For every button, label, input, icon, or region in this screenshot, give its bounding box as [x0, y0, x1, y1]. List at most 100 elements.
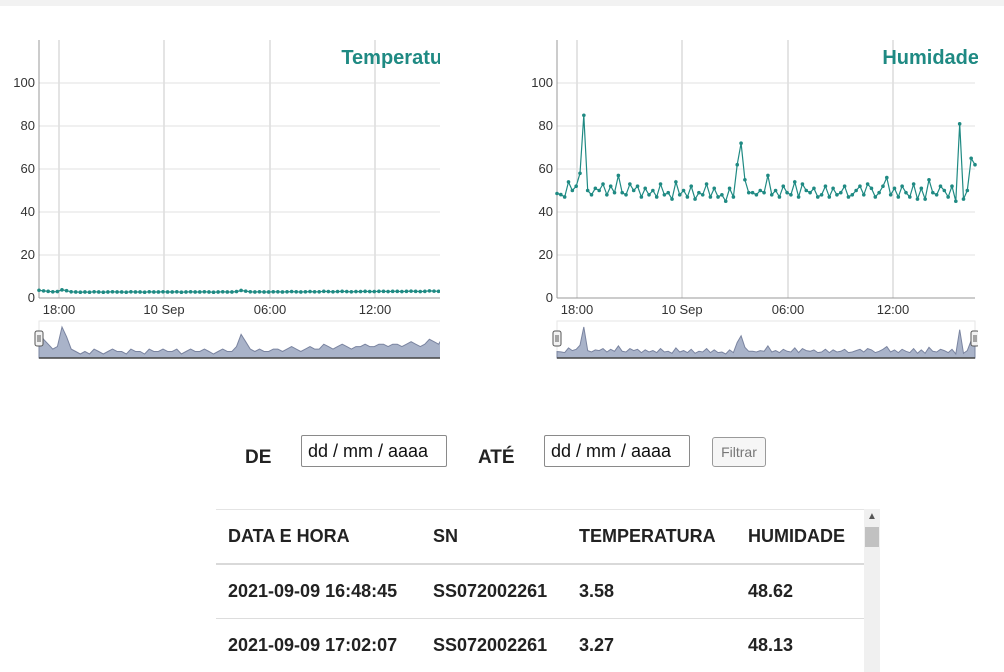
humidity-data-point	[620, 190, 624, 195]
temperature-data-point	[96, 290, 101, 294]
humidity-data-point	[869, 186, 874, 191]
temperature-title: Temperatura	[341, 47, 440, 69]
humidity-data-point	[892, 186, 897, 191]
humidity-data-point	[942, 188, 947, 193]
temperature-data-point	[432, 289, 436, 293]
humidity-data-point	[731, 195, 736, 199]
temperature-data-point	[381, 289, 386, 294]
temperature-data-point	[37, 288, 41, 293]
humidity-data-point	[639, 195, 644, 199]
temperature-data-point	[363, 289, 367, 294]
temperature-data-point	[64, 288, 69, 293]
scrollbar-thumb[interactable]	[865, 527, 879, 547]
temperature-data-point	[101, 290, 106, 294]
temperature-data-point	[188, 289, 193, 294]
filter-button[interactable]: Filtrar	[712, 437, 766, 467]
humidity-data-point	[704, 182, 709, 186]
temperature-data-point	[87, 290, 92, 294]
temperature-x-tick-label: 10 Sep	[143, 302, 184, 317]
humidity-data-point	[796, 195, 801, 199]
from-label: DE	[245, 447, 272, 468]
chevron-up-icon[interactable]: ▲	[867, 511, 877, 522]
temperature-data-point	[41, 289, 46, 293]
to-label: ATÉ	[478, 447, 515, 468]
temperature-data-point	[119, 290, 124, 294]
temperature-chart-svg: 0 20 40 60 80 100 18:00 10 Sep 06:00 12:00 Tempera…	[13, 40, 440, 359]
temperature-data-point	[83, 290, 87, 294]
humidity-data-point	[628, 182, 632, 186]
humidity-data-point	[766, 173, 770, 178]
humidity-data-point	[846, 195, 851, 199]
temperature-data-point	[170, 290, 175, 294]
header-sn[interactable]: SN	[421, 509, 567, 565]
header-date-time[interactable]: DATA E HORA	[216, 509, 421, 565]
temperature-data-point	[280, 290, 285, 294]
humidity-data-point	[605, 193, 609, 197]
humidity-data-point	[815, 195, 820, 199]
humidity-y-tick-label: 40	[539, 204, 553, 219]
humidity-data-point	[908, 195, 912, 199]
humidity-data-point	[915, 197, 920, 201]
humidity-data-point	[677, 193, 682, 197]
humidity-data-point	[835, 193, 839, 197]
temperature-data-point	[321, 289, 326, 294]
humidity-data-point	[900, 184, 904, 188]
temperature-data-point	[377, 289, 381, 294]
temperature-data-point	[404, 289, 409, 294]
temperature-data-point	[436, 289, 440, 294]
humidity-data-point	[681, 188, 686, 193]
humidity-data-point	[819, 193, 824, 197]
humidity-y-tick-label: 60	[539, 161, 553, 176]
temperature-data-point	[207, 290, 211, 294]
humidity-data-point	[723, 199, 728, 204]
temperature-data-point	[138, 290, 142, 294]
humidity-data-point	[654, 195, 659, 199]
humidity-data-point	[720, 193, 724, 197]
temperature-data-point	[152, 290, 156, 294]
humidity-data-point	[950, 184, 954, 188]
temperature-data-point	[395, 289, 400, 294]
cell-sn: SS072002261	[421, 564, 567, 619]
humidity-data-point	[823, 184, 828, 188]
temperature-y-tick-label: 60	[21, 161, 35, 176]
humidity-data-point	[896, 195, 901, 199]
temperature-data-point	[179, 290, 184, 294]
humidity-data-point	[578, 171, 582, 176]
humidity-data-point	[961, 197, 966, 201]
humidity-data-point	[884, 175, 889, 180]
humidity-data-point	[716, 195, 720, 199]
temperature-data-point	[340, 289, 344, 294]
humidity-x-tick-label: 10 Sep	[661, 302, 702, 317]
temperature-data-point	[427, 289, 432, 293]
humidity-data-point	[693, 197, 697, 201]
humidity-data-point	[777, 195, 782, 199]
humidity-data-point	[946, 195, 950, 199]
temperature-data-point	[248, 289, 253, 294]
header-temperature[interactable]: TEMPERATURA	[567, 509, 736, 565]
temperature-data-point	[142, 290, 147, 294]
temperature-data-point	[239, 288, 243, 293]
humidity-data-point	[670, 197, 674, 201]
temperature-data-point	[220, 289, 225, 294]
humidity-data-point	[566, 180, 571, 184]
humidity-data-point	[685, 195, 690, 199]
humidity-data-point	[608, 184, 613, 188]
temperature-data-point	[344, 289, 349, 294]
humidity-data-point	[781, 184, 786, 188]
to-date-input[interactable]: dd / mm / aaaa	[544, 435, 690, 467]
temperature-data-point	[55, 289, 60, 294]
header-humidity[interactable]: HUMIDADE	[736, 509, 864, 565]
temperature-data-point	[349, 289, 354, 294]
cell-temperature: 3.58	[567, 564, 736, 619]
humidity-data-point	[923, 197, 927, 201]
temperature-data-point	[225, 290, 230, 294]
humidity-chart: 0 20 40 60 80 100 18:00 10 Sep 06:00 12:00 Humidad…	[518, 38, 978, 364]
temperature-x-tick-label: 18:00	[43, 302, 76, 317]
from-date-input[interactable]: dd / mm / aaaa	[301, 435, 447, 467]
humidity-data-point	[877, 190, 881, 195]
table-scrollbar[interactable]: ▲	[864, 509, 880, 672]
temperature-data-point	[418, 289, 423, 294]
temperature-data-point	[243, 289, 248, 293]
temperature-data-point	[216, 290, 220, 294]
humidity-data-point	[658, 182, 663, 186]
